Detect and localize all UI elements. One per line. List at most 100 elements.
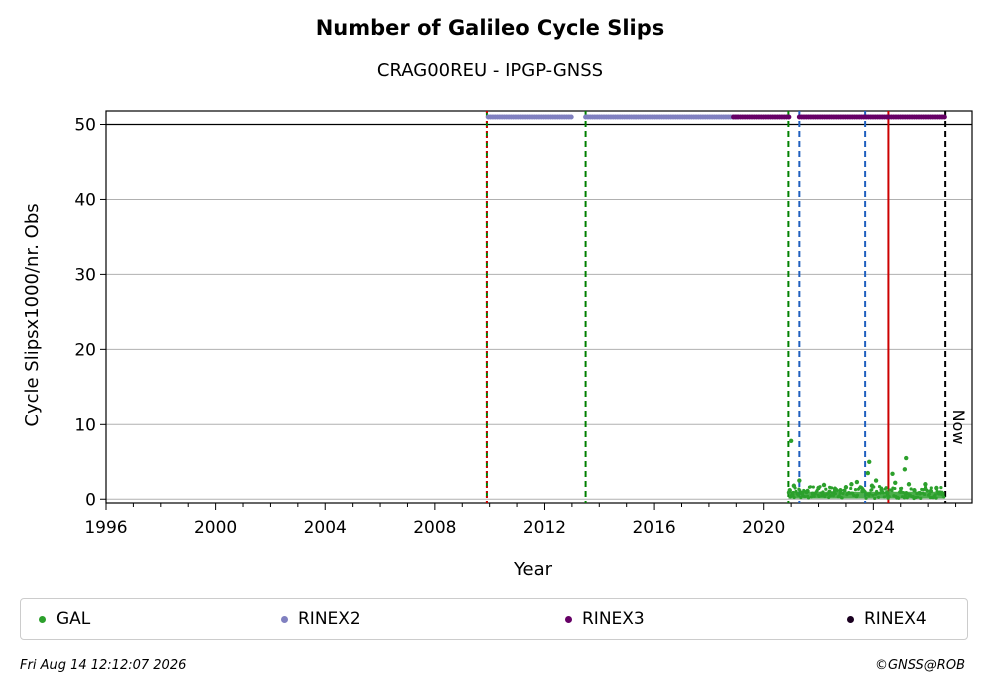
x-tick-label-1996: 1996 bbox=[84, 518, 127, 538]
series-gal-point-5 bbox=[799, 491, 805, 496]
series-gal-fill-point bbox=[919, 496, 923, 501]
series-gal-fill-point bbox=[934, 496, 938, 500]
series-gal-fill-point bbox=[897, 496, 901, 500]
series-gal-fill-point bbox=[843, 489, 847, 493]
footer-credit: ©GNSS@ROB bbox=[874, 658, 965, 673]
series-gal-point-1 bbox=[788, 438, 794, 443]
series-gal-fill-point bbox=[942, 495, 946, 499]
series-gal-fill-point bbox=[840, 496, 844, 500]
series-gal-fill-point bbox=[939, 486, 943, 490]
series-gal-point-12 bbox=[838, 488, 843, 493]
series-gal-point-31 bbox=[923, 482, 928, 487]
y-tick-label-30: 30 bbox=[74, 265, 96, 285]
series-gal-fill-point bbox=[811, 485, 815, 489]
legend-marker-rinex2 bbox=[281, 615, 288, 623]
legend-label-rinex3: RINEX3 bbox=[582, 609, 645, 629]
series-gal-fill-point bbox=[831, 494, 836, 498]
x-tick-label-2024: 2024 bbox=[852, 518, 895, 538]
legend-item-rinex2: RINEX2 bbox=[281, 599, 361, 639]
legend-label-gal: GAL bbox=[56, 609, 91, 629]
series-gal-fill-point bbox=[882, 495, 886, 499]
x-tick-label-2004: 2004 bbox=[304, 518, 347, 538]
series-gal-fill-point bbox=[821, 490, 825, 494]
series-gal-fill-point bbox=[909, 487, 913, 491]
legend-item-rinex4: RINEX4 bbox=[847, 599, 927, 639]
series-gal-fill-point bbox=[824, 487, 828, 491]
series-gal-point-7 bbox=[810, 491, 816, 497]
series-gal-point-10 bbox=[827, 489, 832, 494]
series-gal-fill-point bbox=[887, 495, 891, 499]
series-gal-point-4 bbox=[797, 478, 802, 483]
series-gal-fill-point bbox=[849, 486, 853, 491]
series-gal-fill-point bbox=[864, 496, 868, 500]
chart-svg: 0 10 20 30 40 50 1996 2000 2004 2008 2012 2016 2020 2… bbox=[22, 110, 973, 580]
series-gal-fill-point bbox=[927, 492, 931, 496]
series-gal-fill-point bbox=[916, 495, 920, 499]
series-gal-fill-point bbox=[884, 486, 888, 490]
legend-label-rinex4: RINEX4 bbox=[864, 609, 927, 629]
series-gal-fill-point bbox=[922, 492, 927, 497]
legend-marker-rinex3 bbox=[565, 615, 572, 623]
series-gal-fill-point bbox=[923, 485, 928, 489]
series-gal-fill-point bbox=[841, 491, 845, 496]
series-gal-fill-point bbox=[828, 494, 833, 498]
series-gal-point-15 bbox=[854, 479, 860, 485]
series-gal-point-19 bbox=[869, 483, 875, 488]
x-tick-label-2020: 2020 bbox=[742, 518, 785, 538]
series-gal-fill-point bbox=[809, 495, 814, 499]
legend-marker-rinex4 bbox=[847, 615, 854, 623]
series-gal-fill-point bbox=[829, 486, 834, 490]
x-tick-label-2012: 2012 bbox=[523, 518, 566, 538]
series-gal-point-6 bbox=[805, 488, 810, 494]
series-gal-point-21 bbox=[879, 487, 884, 492]
x-tick-label-2008: 2008 bbox=[413, 518, 456, 538]
x-tick-label-2016: 2016 bbox=[632, 518, 675, 538]
series-gal-fill-point bbox=[899, 486, 904, 490]
series-gal-point-8 bbox=[816, 485, 821, 491]
series-gal-point-33 bbox=[934, 485, 939, 491]
series-gal-point-9 bbox=[821, 482, 827, 488]
legend-item-gal: GAL bbox=[39, 599, 90, 639]
series-gal-fill-point bbox=[925, 489, 930, 493]
footer-timestamp: Fri Aug 14 12:12:07 2026 bbox=[20, 658, 187, 673]
series-gal-point-25 bbox=[898, 489, 903, 494]
series-gal-fill-point bbox=[817, 494, 821, 499]
series-gal-fill-point bbox=[933, 493, 937, 497]
x-tick-label-2000: 2000 bbox=[194, 518, 237, 538]
series-gal-fill-point bbox=[905, 496, 909, 500]
series-gal-point-34 bbox=[939, 491, 945, 497]
series-gal-fill-point bbox=[803, 495, 807, 499]
y-tick-label-40: 40 bbox=[74, 190, 96, 210]
series-gal-fill-point bbox=[876, 495, 881, 500]
series-gal-point-30 bbox=[917, 491, 923, 496]
series-gal-fill-point bbox=[922, 488, 926, 492]
legend-marker-gal bbox=[39, 615, 46, 623]
series-gal-point-29 bbox=[912, 488, 917, 493]
chart-subtitle: CRAG00REU - IPGP-GNSS bbox=[376, 60, 604, 81]
series-gal-fill-point bbox=[893, 486, 897, 491]
y-axis-label: Cycle Slipsx1000/nr. Obs bbox=[22, 203, 43, 426]
x-axis-label: Year bbox=[513, 559, 553, 580]
series-gal-point-20 bbox=[873, 478, 879, 483]
series-gal-point-26 bbox=[902, 467, 908, 472]
series-gal-fill-point bbox=[833, 492, 837, 496]
series-gal-point-3 bbox=[791, 483, 797, 488]
series-gal-fill-point bbox=[873, 496, 877, 501]
series-gal-fill-point bbox=[890, 488, 894, 493]
series-gal-fill-point bbox=[903, 493, 908, 497]
series-gal-fill-point bbox=[871, 493, 875, 497]
now-label: Now bbox=[949, 410, 968, 445]
series-gal-point-23 bbox=[890, 471, 895, 476]
series-gal-point-0 bbox=[787, 488, 792, 493]
series-gal-point-18 bbox=[867, 459, 872, 464]
series-gal-fill-point bbox=[808, 485, 813, 489]
series-gal-point-13 bbox=[843, 485, 849, 490]
series-gal-fill-point bbox=[881, 491, 885, 495]
series-gal-fill-point bbox=[796, 493, 800, 497]
series-gal-point-16 bbox=[860, 488, 865, 494]
series-gal-point-17 bbox=[865, 470, 871, 476]
series-gal-point-11 bbox=[832, 486, 838, 491]
legend-item-rinex3: RINEX3 bbox=[565, 599, 645, 639]
chart-title: Number of Galileo Cycle Slips bbox=[315, 16, 665, 40]
series-gal-fill-point bbox=[929, 486, 933, 490]
